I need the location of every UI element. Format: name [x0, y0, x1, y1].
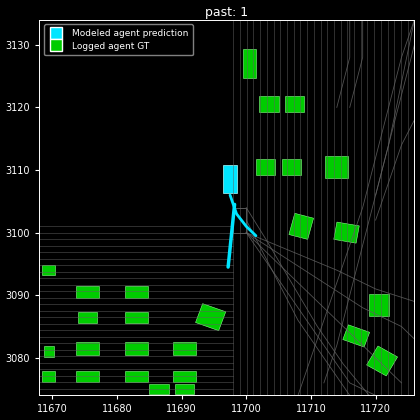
Polygon shape [243, 50, 256, 78]
Polygon shape [285, 97, 304, 112]
Polygon shape [326, 156, 348, 178]
Polygon shape [42, 371, 55, 382]
Polygon shape [76, 371, 99, 382]
Polygon shape [125, 286, 147, 298]
Polygon shape [369, 294, 388, 315]
Polygon shape [42, 265, 55, 275]
Polygon shape [196, 304, 226, 331]
Polygon shape [334, 222, 359, 243]
Legend: Modeled agent prediction, Logged agent GT: Modeled agent prediction, Logged agent G… [44, 24, 193, 55]
Polygon shape [173, 371, 196, 382]
Title: past: 1: past: 1 [205, 5, 248, 18]
Polygon shape [44, 346, 54, 357]
Polygon shape [256, 159, 276, 175]
Polygon shape [173, 342, 196, 355]
Polygon shape [78, 312, 97, 323]
Polygon shape [289, 213, 314, 239]
Polygon shape [367, 346, 398, 376]
Polygon shape [223, 165, 237, 194]
Polygon shape [125, 371, 147, 382]
Polygon shape [282, 159, 301, 175]
Polygon shape [76, 342, 99, 355]
Polygon shape [343, 325, 370, 347]
Polygon shape [125, 342, 147, 355]
Polygon shape [175, 384, 194, 394]
Polygon shape [125, 312, 147, 323]
Polygon shape [259, 97, 278, 112]
Bar [233, 207, 246, 233]
Polygon shape [76, 286, 99, 298]
Polygon shape [149, 384, 168, 394]
